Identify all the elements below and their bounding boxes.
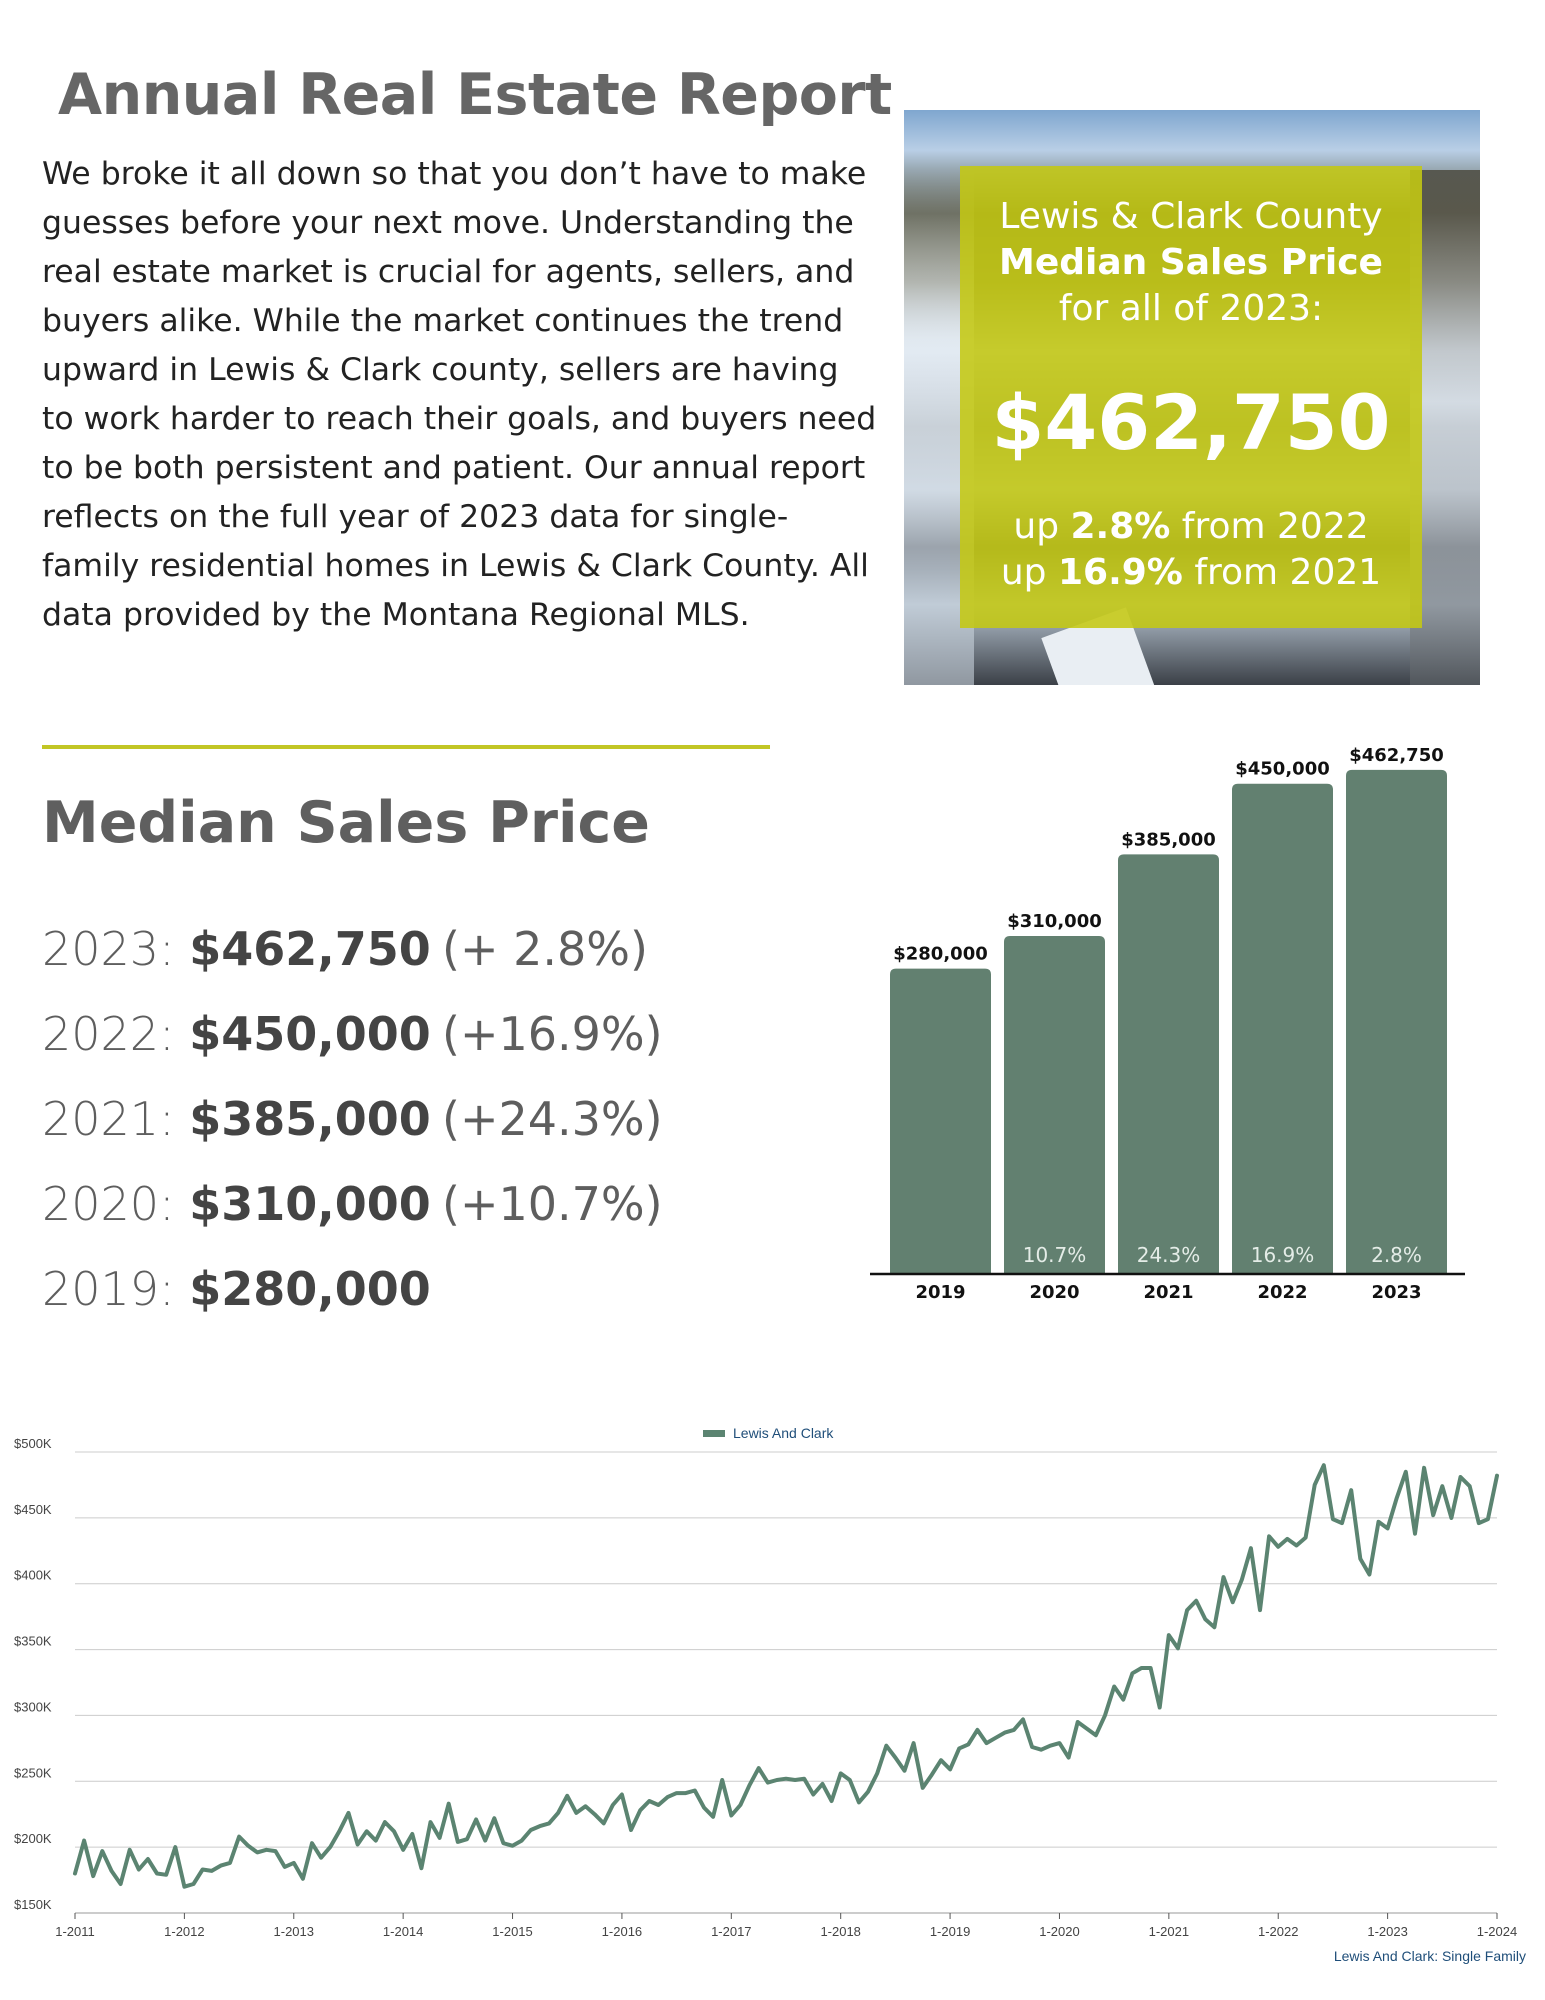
price-row-2021: 2021: $385,000 (+24.3%) xyxy=(42,1092,663,1146)
x-tick-label: 1-2020 xyxy=(1039,1924,1079,1939)
bar-year-label: 2019 xyxy=(915,1282,965,1303)
x-tick-label: 1-2021 xyxy=(1149,1924,1189,1939)
bar-change-label: 24.3% xyxy=(1137,1243,1201,1267)
report-title: Annual Real Estate Report xyxy=(58,62,892,128)
bar-value-label: $385,000 xyxy=(1121,829,1216,850)
bar-year-label: 2022 xyxy=(1257,1282,1307,1303)
x-tick-label: 1-2019 xyxy=(930,1924,970,1939)
bar-change-label: 2.8% xyxy=(1371,1243,1422,1267)
price-row-2023: 2023: $462,750 (+ 2.8%) xyxy=(42,922,648,976)
y-tick-label: $300K xyxy=(14,1699,52,1714)
bar-value-label: $450,000 xyxy=(1235,759,1330,780)
bar-change-label: 10.7% xyxy=(1023,1243,1087,1267)
x-tick-label: 1-2016 xyxy=(602,1924,642,1939)
hero-price: $462,750 xyxy=(991,378,1391,467)
x-tick-label: 1-2012 xyxy=(164,1924,204,1939)
series-line-lewis-and-clark xyxy=(73,1463,1499,1889)
legend-swatch xyxy=(703,1430,725,1437)
bar-value-label: $310,000 xyxy=(1007,911,1102,932)
x-tick-label: 1-2023 xyxy=(1367,1924,1407,1939)
hero-heading: Median Sales Price xyxy=(999,242,1383,283)
bar-year-label: 2020 xyxy=(1029,1282,1079,1303)
y-tick-label: $250K xyxy=(14,1765,52,1780)
hero-price-box: Lewis & Clark County Median Sales Price … xyxy=(960,166,1422,628)
y-tick-label: $200K xyxy=(14,1831,52,1846)
price-row-2020: 2020: $310,000 (+10.7%) xyxy=(42,1177,663,1231)
price-row-2022: 2022: $450,000 (+16.9%) xyxy=(42,1007,663,1061)
bar-year-label: 2021 xyxy=(1143,1282,1193,1303)
section-divider xyxy=(42,745,770,749)
median-price-line-chart: $150K $200K $250K $300K $350K $400K $450K $500K… xyxy=(14,1425,1526,1964)
hero-county: Lewis & Clark County xyxy=(999,196,1383,237)
hero-period: for all of 2023: xyxy=(1058,288,1324,329)
bar-change-label: 16.9% xyxy=(1251,1243,1315,1267)
bar-2023 xyxy=(1346,769,1447,1273)
x-tick-label: 1-2014 xyxy=(383,1924,423,1939)
bar-2022 xyxy=(1232,783,1333,1273)
bar-value-label: $280,000 xyxy=(893,944,988,965)
price-row-2019: 2019: $280,000 xyxy=(42,1262,431,1316)
source-label: Lewis And Clark: Single Family xyxy=(1334,1948,1526,1964)
x-tick-label: 1-2013 xyxy=(274,1924,314,1939)
y-tick-label: $450K xyxy=(14,1502,52,1517)
legend-label: Lewis And Clark xyxy=(733,1425,834,1441)
bar-value-label: $462,750 xyxy=(1349,745,1444,766)
x-tick-label: 1-2018 xyxy=(820,1924,860,1939)
y-tick-label: $150K xyxy=(14,1897,52,1912)
median-price-bar-chart: $280,000 2019 $310,000 10.7% 2020 $385,000 24.… xyxy=(870,745,1465,1303)
intro-paragraph: We broke it all down so that you don’t h… xyxy=(42,156,877,633)
bar-2021 xyxy=(1118,854,1219,1273)
median-section-title: Median Sales Price xyxy=(42,790,650,856)
bar-2019 xyxy=(890,968,991,1273)
y-tick-label: $350K xyxy=(14,1634,52,1649)
hero-change-2021: up 16.9% from 2021 xyxy=(1000,552,1382,593)
x-tick-label: 1-2011 xyxy=(55,1924,95,1939)
x-tick-label: 1-2024 xyxy=(1477,1924,1517,1939)
x-tick-label: 1-2017 xyxy=(711,1924,751,1939)
x-tick-label: 1-2015 xyxy=(492,1924,532,1939)
bar-year-label: 2023 xyxy=(1371,1282,1421,1303)
bar-2020 xyxy=(1004,935,1105,1273)
y-tick-label: $400K xyxy=(14,1568,52,1583)
y-tick-label: $500K xyxy=(14,1436,52,1451)
x-tick-label: 1-2022 xyxy=(1258,1924,1298,1939)
hero-change-2022: up 2.8% from 2022 xyxy=(1013,506,1369,547)
